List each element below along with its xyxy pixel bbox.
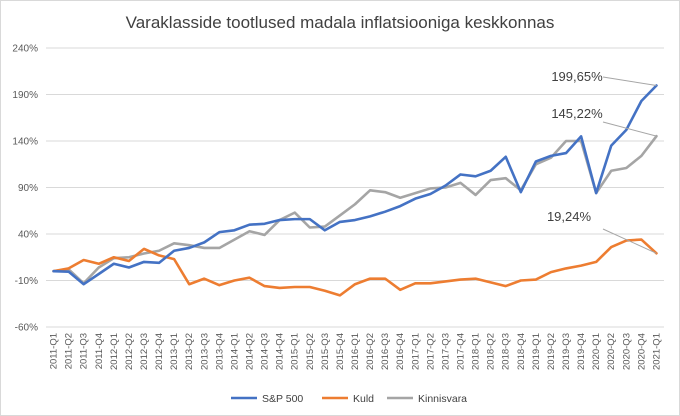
y-tick-label: -10% (15, 276, 38, 287)
x-tick-label: 2020-Q4 (636, 333, 647, 370)
annotation-leader (602, 121, 657, 137)
y-tick-label: 140% (12, 137, 38, 148)
x-tick-label: 2018-Q2 (486, 333, 497, 370)
series-line-kinnisvara (52, 134, 658, 285)
x-tick-label: 2020-Q2 (606, 333, 617, 370)
x-tick-label: 2013-Q3 (199, 333, 210, 370)
legend: S&P 500 Kuld Kinnisvara (231, 393, 467, 405)
x-tick-label: 2019-Q1 (531, 333, 542, 370)
annotation-leader (602, 76, 657, 87)
y-axis-ticks: -60% -10% 40% 90% 140% 190% 240% (12, 44, 38, 334)
x-tick-label: 2015-Q4 (335, 333, 346, 370)
x-tick-label: 2014-Q3 (260, 333, 271, 370)
x-tick-label: 2015-Q2 (305, 333, 316, 370)
x-tick-label: 2014-Q2 (244, 333, 255, 370)
x-tick-label: 2011-Q4 (94, 333, 105, 369)
x-tick-label: 2012-Q4 (154, 333, 165, 370)
x-tick-label: 2011-Q2 (64, 333, 75, 369)
x-tick-label: 2012-Q1 (109, 333, 120, 370)
x-tick-label: 2013-Q1 (169, 333, 180, 370)
series-lines (52, 84, 658, 297)
legend-label: S&P 500 (262, 393, 303, 405)
x-tick-label: 2011-Q1 (49, 333, 60, 369)
x-tick-label: 2015-Q1 (290, 333, 301, 370)
x-tick-label: 2012-Q3 (139, 333, 150, 370)
y-tick-label: 190% (12, 90, 38, 101)
annotation-label: 19,24% (547, 209, 592, 224)
x-tick-label: 2017-Q4 (456, 333, 467, 370)
x-tick-label: 2011-Q3 (79, 333, 90, 369)
y-tick-label: 40% (18, 230, 38, 241)
x-tick-label: 2014-Q4 (275, 333, 286, 370)
x-tick-label: 2020-Q3 (621, 333, 632, 370)
x-tick-label: 2016-Q4 (395, 333, 406, 370)
y-tick-label: -60% (15, 323, 38, 334)
x-tick-label: 2016-Q1 (350, 333, 361, 370)
data-annotations: 199,65% 145,22% 19,24% (547, 69, 657, 254)
legend-label: Kuld (353, 393, 374, 405)
x-tick-label: 2017-Q2 (425, 333, 436, 370)
x-tick-label: 2018-Q4 (516, 333, 527, 370)
x-tick-label: 2019-Q2 (546, 333, 557, 370)
chart-title: Varaklasside tootlused madala inflatsioo… (126, 13, 555, 32)
annotation-label: 145,22% (551, 106, 603, 121)
y-tick-label: 90% (18, 183, 38, 194)
x-tick-label: 2018-Q1 (471, 333, 482, 370)
y-tick-label: 240% (12, 44, 38, 55)
x-tick-label: 2018-Q3 (501, 333, 512, 370)
legend-label: Kinnisvara (418, 393, 467, 405)
x-tick-label: 2020-Q1 (591, 333, 602, 370)
x-axis-ticks: 2011-Q1 2011-Q2 2011-Q3 2011-Q4 2012-Q1 2012-… (49, 333, 663, 370)
annotation-leader (602, 228, 657, 254)
x-tick-label: 2013-Q2 (184, 333, 195, 370)
x-tick-label: 2019-Q4 (576, 333, 587, 370)
x-tick-label: 2017-Q3 (440, 333, 451, 370)
x-tick-label: 2021-Q1 (651, 333, 662, 370)
x-tick-label: 2015-Q3 (320, 333, 331, 370)
x-tick-label: 2016-Q2 (365, 333, 376, 370)
x-tick-label: 2013-Q4 (214, 333, 225, 370)
x-tick-label: 2012-Q2 (124, 333, 135, 370)
series-line-s-p-500 (52, 84, 658, 286)
x-tick-label: 2016-Q3 (380, 333, 391, 370)
x-tick-label: 2017-Q1 (410, 333, 421, 370)
x-tick-label: 2019-Q3 (561, 333, 572, 370)
x-tick-label: 2014-Q1 (229, 333, 240, 370)
gridlines (46, 47, 664, 328)
series-line-kuld (52, 238, 658, 297)
annotation-label: 199,65% (551, 69, 603, 84)
